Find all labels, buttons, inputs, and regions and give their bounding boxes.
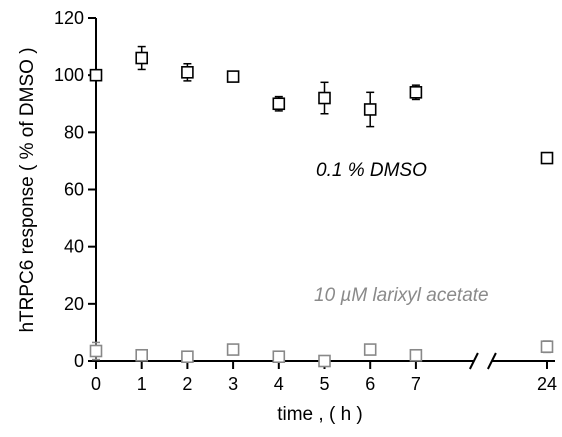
x-tick-label: 1 (137, 374, 147, 394)
y-tick-label: 60 (64, 180, 84, 200)
y-axis-title: hTRPC6 response ( % of DMSO ) (17, 47, 38, 332)
y-axis: 0 20 40 60 80 100 120 (54, 8, 97, 371)
x-tick-label: 5 (319, 374, 329, 394)
y-tick-label: 80 (64, 122, 84, 142)
data-point (181, 66, 194, 79)
data-point (135, 51, 148, 65)
y-tick-label: 100 (54, 65, 84, 85)
data-point (89, 344, 103, 358)
x-tick-label: 7 (411, 374, 421, 394)
data-point (409, 86, 423, 99)
data-marks (89, 45, 554, 368)
x-tick-label: 0 (91, 374, 101, 394)
data-point (226, 343, 240, 356)
data-point (89, 68, 103, 82)
data-point (318, 91, 331, 105)
y-tick-label: 20 (64, 294, 84, 314)
data-point (363, 343, 377, 356)
data-point (135, 348, 148, 362)
series-1 (89, 340, 554, 368)
data-point (226, 70, 240, 83)
series-label-dmso: 0.1 % DMSO (316, 160, 427, 181)
y-tick-label: 120 (54, 8, 84, 28)
axis-break-mark (487, 352, 497, 370)
x-axis-title: time , ( h ) (277, 404, 363, 425)
y-tick-label: 40 (64, 237, 84, 257)
data-point (181, 350, 194, 364)
series-0 (89, 45, 554, 165)
data-point (363, 103, 377, 116)
data-point (409, 348, 423, 362)
x-tick-label: 24 (537, 374, 557, 394)
x-tick-label: 2 (182, 374, 192, 394)
series-label-larixyl: 10 µM larixyl acetate (314, 285, 489, 306)
x-tick-label: 3 (228, 374, 238, 394)
data-point (272, 350, 286, 364)
x-tick-label: 6 (365, 374, 375, 394)
data-point (272, 97, 286, 111)
data-point (540, 340, 554, 354)
x-tick-label: 4 (274, 374, 284, 394)
axis-break-mark (469, 352, 479, 370)
data-point (540, 151, 554, 165)
data-point (318, 354, 331, 368)
y-tick-label: 0 (74, 351, 84, 371)
